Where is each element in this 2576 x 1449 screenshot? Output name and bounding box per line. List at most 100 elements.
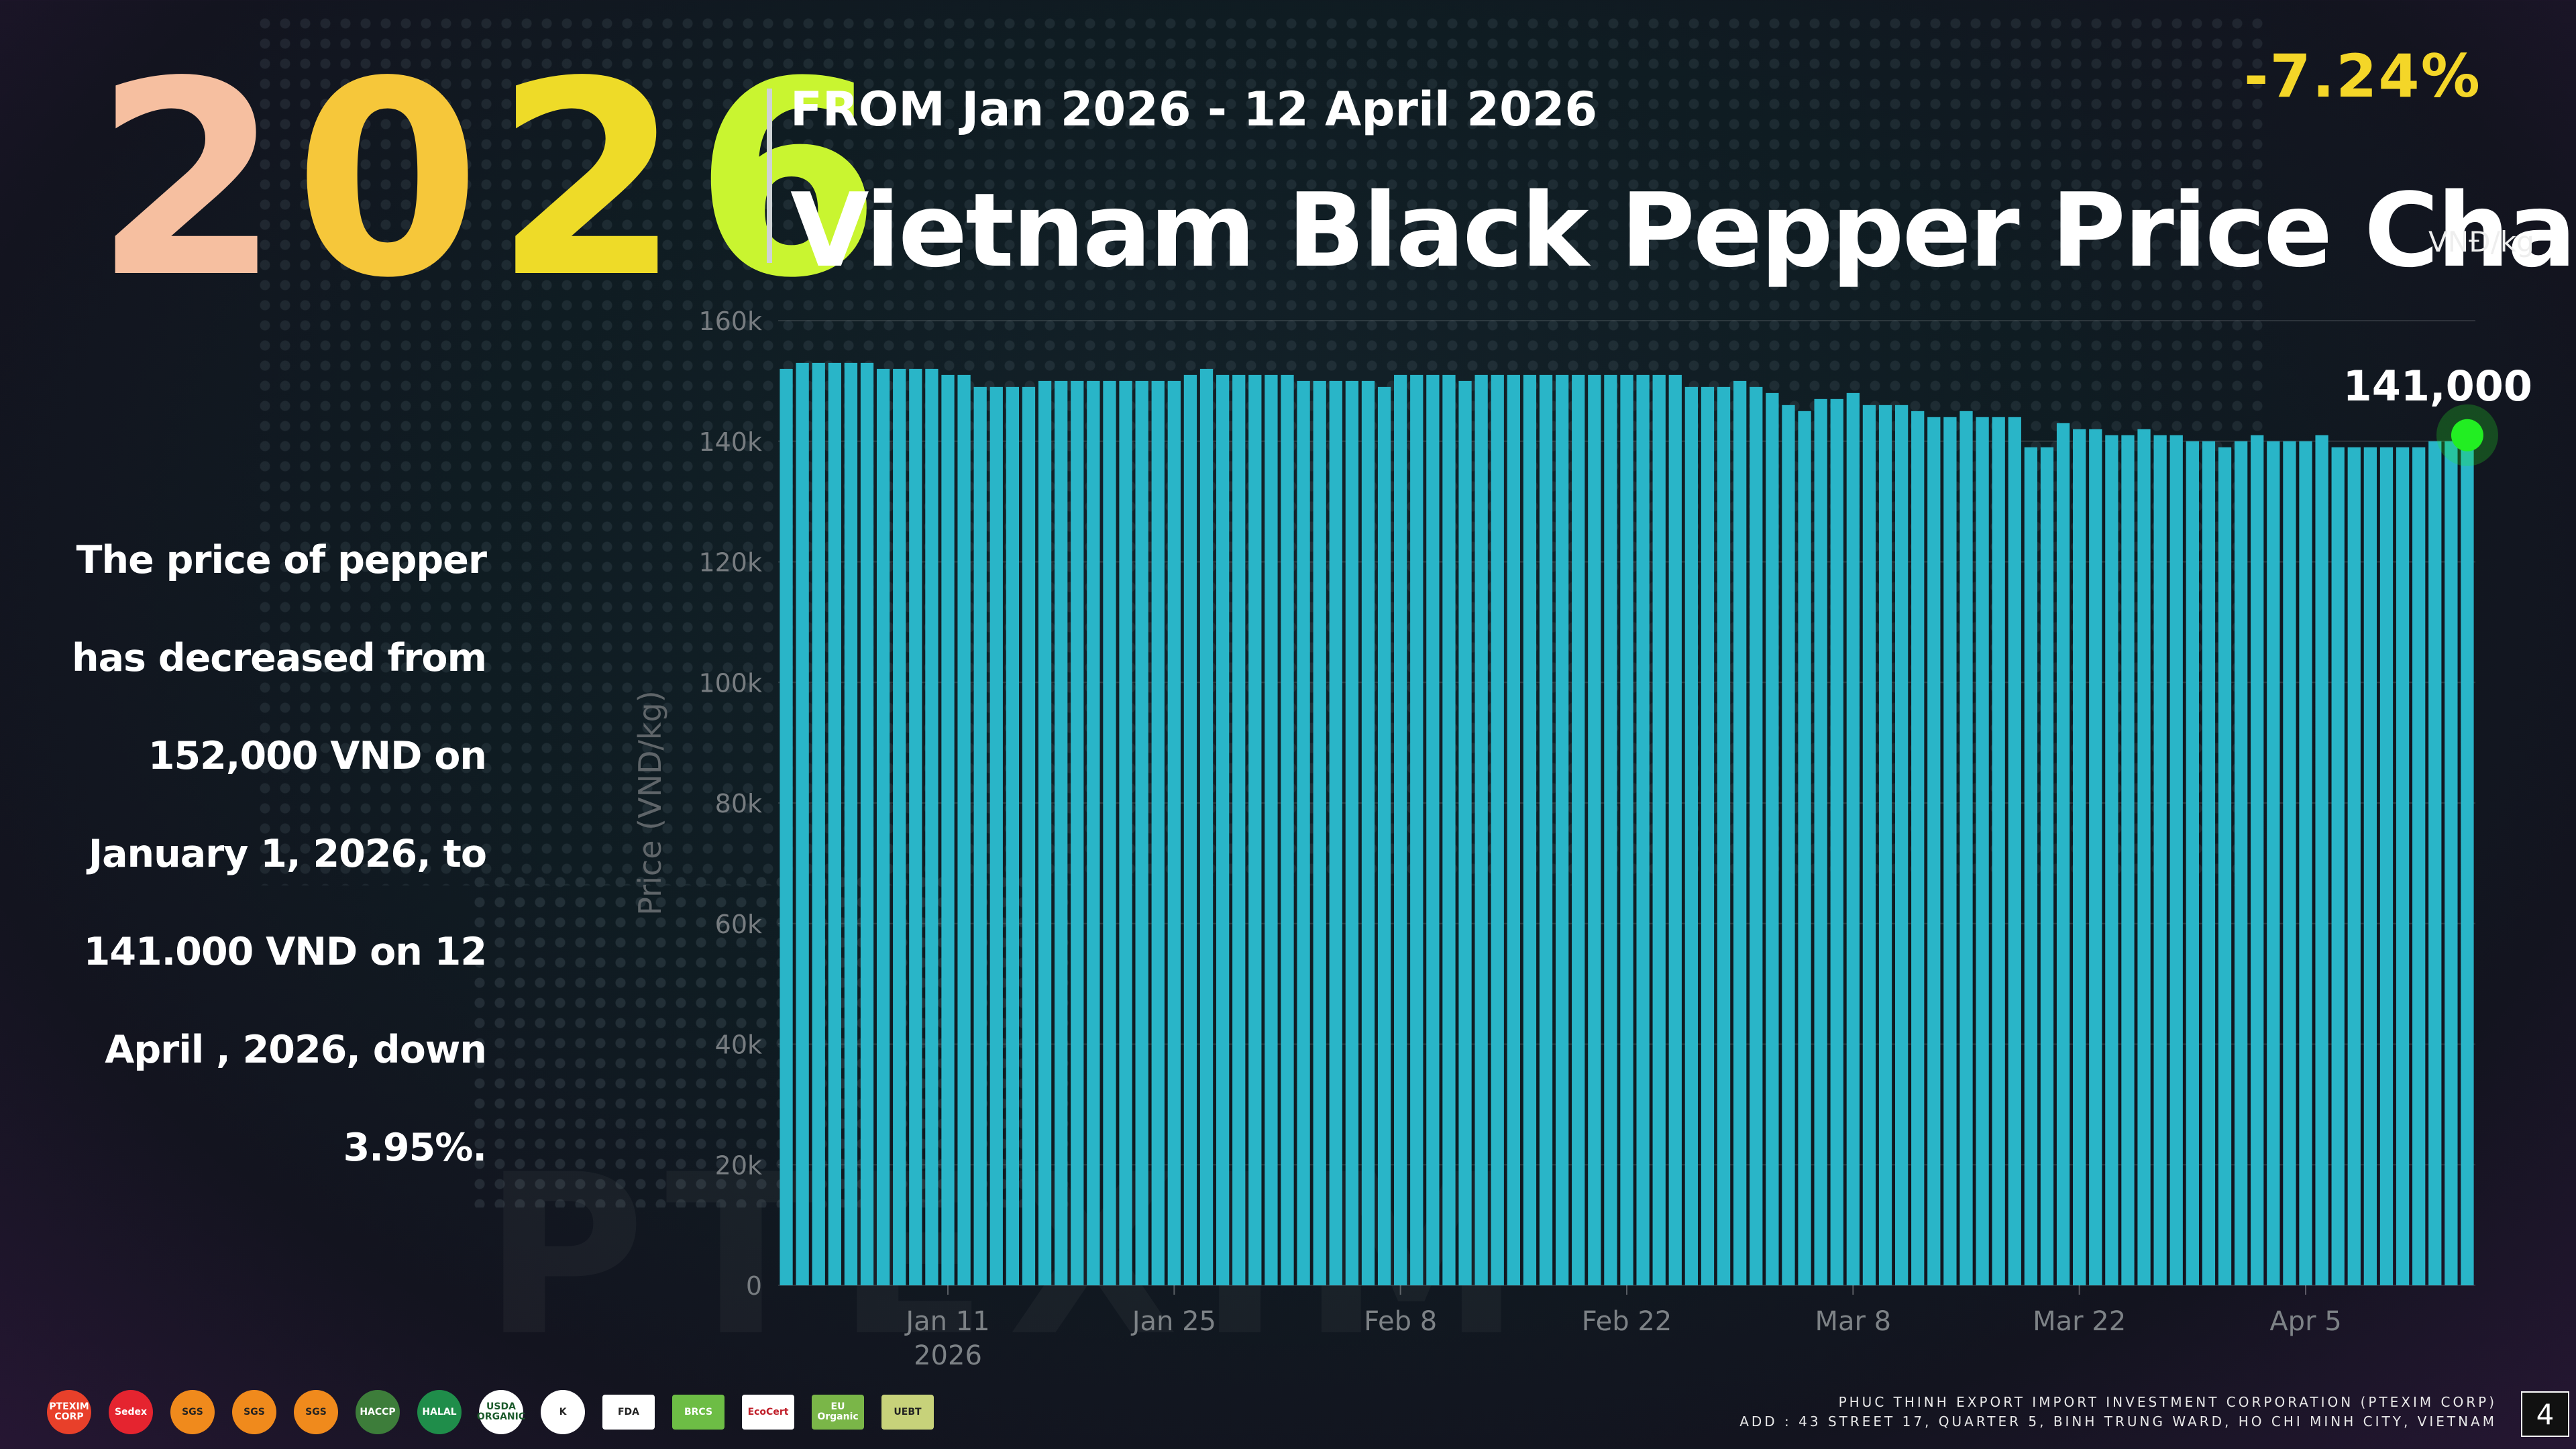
sgs-logo: SGS <box>232 1390 276 1434</box>
chart-bar <box>2202 441 2216 1285</box>
last-value-marker <box>2451 419 2483 451</box>
chart-bar <box>1038 380 1052 1285</box>
chart-bar <box>1830 398 1843 1285</box>
chart-bar <box>1976 417 1989 1285</box>
chart-bar <box>1652 374 1666 1286</box>
chart-bar <box>2121 435 2135 1286</box>
chart-bar <box>1636 374 1650 1286</box>
fda-logo: FDA <box>602 1395 655 1430</box>
chart-bar <box>893 368 906 1285</box>
chart-bar <box>1862 405 1876 1286</box>
chart-bar <box>1151 380 1165 1285</box>
price-description: The price of pepper has decreased from 1… <box>60 511 487 1197</box>
sgs-logo: SGS <box>170 1390 215 1434</box>
description-line: The price of pepper <box>76 538 487 582</box>
chart-bar <box>2186 441 2199 1285</box>
chart-bar <box>2363 447 2377 1285</box>
chart-bar <box>1491 374 1504 1286</box>
description-line: 152,000 VND on <box>148 734 487 778</box>
y-tick-label: 120k <box>698 548 762 578</box>
y-tick-label: 60k <box>715 910 762 939</box>
chart-bar <box>2040 447 2054 1285</box>
halal-logo: HALAL <box>417 1390 462 1434</box>
y-tick-label: 0 <box>746 1271 762 1301</box>
x-tick-label: Feb 8 <box>1364 1306 1437 1337</box>
uebt-logo: UEBT <box>881 1395 934 1430</box>
chart-bar <box>1006 386 1020 1285</box>
date-range-subtitle: FROM Jan 2026 - 12 April 2026 <box>790 82 1598 137</box>
x-tick-label: Mar 22 <box>2033 1306 2126 1337</box>
x-tick-label: Feb 22 <box>1582 1306 1672 1337</box>
y-tick-label: 140k <box>698 427 762 457</box>
chart-bar <box>2299 441 2312 1285</box>
year-heading: 2026 <box>94 47 894 315</box>
chart-bar <box>2331 447 2345 1285</box>
usda-organic-logo: USDA ORGANIC <box>477 1390 525 1434</box>
chart-bar <box>1539 374 1553 1286</box>
chart-bar <box>957 374 971 1286</box>
chart-bar <box>796 362 809 1285</box>
chart-bar <box>1055 380 1068 1285</box>
x-tick-year-label: 2026 <box>914 1340 982 1371</box>
description-line: has decreased from <box>72 636 487 680</box>
chart-bar <box>1119 380 1132 1285</box>
chart-bar <box>2396 447 2410 1285</box>
chart-bar <box>2315 435 2328 1286</box>
world-map-dots-decoration-lower <box>470 872 1073 1208</box>
header-divider <box>767 89 772 263</box>
chart-bar <box>973 386 987 1285</box>
chart-bar <box>1103 380 1116 1285</box>
chart-bar <box>1474 374 1488 1286</box>
y-axis-label: Price (VND/kg) <box>632 690 668 915</box>
chart-bar <box>2347 447 2361 1285</box>
chart-bar <box>1394 374 1407 1286</box>
eu-organic-logo: EU Organic <box>812 1395 864 1430</box>
y-tick-label: 20k <box>715 1150 762 1180</box>
chart-bar <box>1878 405 1892 1286</box>
chart-bar <box>2445 441 2458 1285</box>
chart-bar <box>989 386 1003 1285</box>
x-tick-label: Mar 8 <box>1815 1306 1892 1337</box>
chart-bar <box>1588 374 1601 1286</box>
chart-bar <box>1717 386 1731 1285</box>
chart-bar <box>1943 417 1957 1285</box>
chart-bar <box>2218 447 2232 1285</box>
chart-bar <box>2251 435 2264 1286</box>
chart-bar <box>1281 374 1294 1286</box>
chart-bar <box>2234 441 2248 1285</box>
y-tick-label: 80k <box>715 789 762 818</box>
description-line: 3.95%. <box>343 1126 487 1170</box>
chart-bar <box>1507 374 1520 1286</box>
chart-bar <box>876 368 890 1285</box>
chart-bar <box>1572 374 1585 1286</box>
chart-bar <box>1620 374 1633 1286</box>
chart-bar <box>1458 380 1472 1285</box>
chart-bar <box>1960 411 1973 1285</box>
chart-bar <box>1167 380 1181 1285</box>
chart-bar <box>1523 374 1537 1286</box>
chart-bar <box>1894 405 1909 1286</box>
year-digit: 6 <box>694 25 895 337</box>
chart-bar <box>2461 435 2474 1286</box>
chart-bar <box>909 368 922 1285</box>
chart-bar <box>1555 374 1569 1286</box>
chart-bar <box>1814 398 1827 1285</box>
year-digit: 0 <box>294 25 494 337</box>
chart-bar <box>812 362 825 1285</box>
chart-bar <box>1426 374 1440 1286</box>
chart-bar <box>1911 411 1925 1285</box>
chart-bar <box>1733 380 1747 1285</box>
chart-bar <box>2283 441 2296 1285</box>
chart-bar <box>1232 374 1246 1286</box>
chart-bar <box>2089 429 2102 1285</box>
company-address: ADD : 43 STREET 17, QUARTER 5, BINH TRUN… <box>1739 1413 2497 1430</box>
chart-bar <box>1782 405 1795 1286</box>
sgs-logo: SGS <box>294 1390 338 1434</box>
chart-bar <box>1604 374 1617 1286</box>
ecocert-logo: EcoCert <box>742 1395 794 1430</box>
chart-bar <box>1361 380 1375 1285</box>
chart-bar <box>1701 386 1715 1285</box>
chart-bar <box>2137 429 2151 1285</box>
chart-bar <box>1216 374 1230 1286</box>
